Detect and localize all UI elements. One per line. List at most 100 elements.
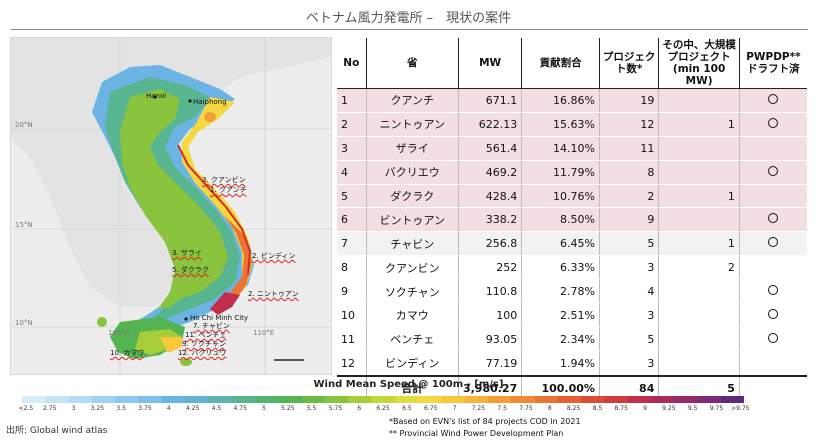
cell-share: 1.94%	[521, 351, 600, 377]
cell-share: 2.51%	[521, 303, 600, 328]
cell-projects: 12	[599, 112, 660, 137]
col-province: 省	[366, 38, 459, 89]
cell-pwpdp	[739, 136, 807, 161]
colorbar-tick-label: 9.75	[709, 405, 724, 412]
cell-share: 6.45%	[521, 231, 600, 257]
cell-projects: 3	[599, 255, 660, 281]
cell-share: 14.10%	[521, 136, 600, 161]
cell-no: 1	[337, 88, 367, 113]
table-row: 8 クアンビン 252 6.33% 3 2	[337, 255, 807, 281]
cell-province: ソクチャン	[366, 279, 459, 305]
map-label-quangbinh: 3. クアンビン	[202, 176, 246, 184]
vietnam-wind-map-graphic	[10, 37, 332, 375]
colorbar-swatch	[371, 396, 395, 403]
cell-mw: 561.4	[458, 136, 523, 161]
cell-mw: 256.8	[458, 231, 523, 257]
map-label-soctrang: 9. ソクチャン	[182, 340, 226, 348]
colorbar-swatch	[254, 396, 279, 403]
cell-large-projects	[658, 207, 740, 233]
cell-mw: 671.1	[458, 88, 523, 113]
circle-mark-icon	[768, 117, 779, 128]
colorbar-swatch	[581, 396, 605, 403]
colorbar-tick-label: 7.5	[497, 405, 507, 412]
cell-large-projects	[658, 160, 740, 185]
table-row: 11 ベンチェ 93.05 2.34% 5	[337, 327, 807, 352]
source-note: 出所: Global wind atlas	[6, 426, 108, 436]
cell-mw: 77.19	[458, 351, 523, 377]
cell-share: 2.34%	[521, 327, 600, 352]
circle-mark-icon	[768, 93, 779, 104]
cell-share: 16.86%	[521, 88, 600, 113]
table-row: 10 カマウ 100 2.51% 3	[337, 303, 807, 328]
cell-projects: 11	[599, 136, 660, 161]
colorbar-tick-label: 9	[643, 405, 647, 412]
cell-province: ベンチェ	[366, 327, 459, 352]
colorbar-tick-label: 7.25	[471, 405, 486, 412]
cell-pwpdp	[739, 327, 807, 352]
colorbar-tick-label: 4.5	[211, 405, 222, 412]
colorbar-swatch	[394, 396, 419, 403]
cell-large-projects	[658, 279, 740, 305]
col-mw: MW	[458, 38, 523, 89]
colorbar-tick-label: 5.25	[281, 405, 295, 412]
cell-mw: 252	[458, 255, 523, 281]
colorbar-tick-label: 3	[71, 405, 76, 412]
page-title: ベトナム風力発電所 – 現状の案件	[305, 11, 512, 26]
colorbar-swatch	[91, 396, 116, 403]
cell-mw: 622.13	[458, 112, 523, 137]
colorbar-tick-label: 2.75	[43, 405, 57, 412]
cell-province: ザライ	[366, 136, 459, 161]
map-label-daklak: 5. ダクラク	[172, 266, 209, 274]
cell-share: 10.76%	[521, 184, 600, 209]
cell-no: 6	[337, 207, 367, 233]
cell-mw: 338.2	[458, 207, 523, 233]
colorbar-tick-label: 4	[166, 405, 171, 412]
map-label-bentre: 11. ベンチェ	[185, 331, 227, 339]
colorbar-swatch	[161, 396, 186, 403]
map-label-gialai: 3. ザライ	[172, 249, 202, 257]
col-projects: プロジェクト数*	[599, 38, 660, 89]
colorbar-tick-label: 6.25	[376, 405, 390, 412]
table-row: 6 ビントゥアン 338.2 8.50% 9	[337, 207, 807, 233]
colorbar-swatch	[138, 396, 162, 403]
cell-large-projects: 1	[658, 231, 740, 257]
circle-mark-icon	[768, 285, 779, 296]
cell-no: 8	[337, 255, 367, 281]
cell-province: ビンディン	[366, 351, 459, 377]
colorbar-swatch	[22, 396, 46, 403]
cell-province: バクリエウ	[366, 160, 459, 185]
map-label-camau: 10. カマウ	[110, 349, 145, 357]
colorbar-swatch	[557, 396, 582, 403]
colorbar-tick-label: 9.5	[687, 405, 698, 412]
cell-pwpdp	[739, 207, 807, 233]
cell-projects: 5	[599, 231, 660, 257]
circle-mark-icon	[768, 213, 779, 224]
colorbar-swatch	[68, 396, 92, 403]
colorbar-tick-label: 3.5	[116, 405, 126, 412]
cell-projects: 4	[599, 279, 660, 305]
colorbar-swatch	[278, 396, 302, 403]
cell-pwpdp	[739, 255, 807, 281]
colorbar-swatch	[697, 396, 721, 403]
colorbar-swatch	[627, 396, 652, 403]
title-divider	[11, 29, 808, 30]
cell-province: クアンチ	[366, 88, 459, 113]
grid-label: 15°N	[15, 221, 33, 229]
cell-no: 12	[337, 351, 367, 377]
table-row: 1 クアンチ 671.1 16.86% 19	[337, 88, 807, 113]
cell-large-projects: 1	[658, 112, 740, 137]
cell-no: 2	[337, 112, 367, 137]
colorbar-tick-label: 7.75	[519, 405, 533, 412]
wind-projects-table: No 省 MW 貢献割合 プロジェクト数* その中、大規模プロジェクト (min…	[337, 38, 807, 401]
map-label-hochiminh: Ho Chi Minh City	[190, 314, 249, 322]
col-no: No	[337, 38, 367, 89]
colorbar-swatch	[45, 396, 69, 403]
table-row: 4 バクリエウ 469.2 11.79% 8	[337, 160, 807, 185]
table-row: 9 ソクチャン 110.8 2.78% 4	[337, 279, 807, 305]
footnote-pwpdp: ** Provincial Wind Power Development Pla…	[389, 429, 564, 438]
cell-mw: 110.8	[458, 279, 523, 305]
colorbar-swatch	[674, 396, 698, 403]
col-share: 貢献割合	[521, 38, 600, 89]
cell-total-pwpdp	[739, 374, 807, 401]
cell-large-projects: 1	[658, 184, 740, 209]
